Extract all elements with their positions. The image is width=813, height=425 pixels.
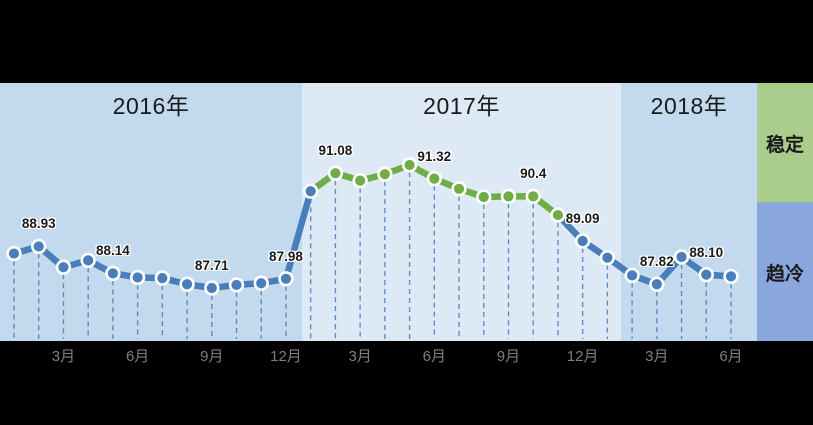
status-band-0: 稳定 <box>757 83 813 202</box>
x-axis: 3月 6月 9月 12月 3月 6月 9月 12月 3月 6月 <box>0 345 813 385</box>
data-point-label: 91.08 <box>318 143 353 159</box>
data-point-label: 87.98 <box>269 248 303 264</box>
x-tick-label: 6月 <box>125 348 150 365</box>
data-point-label: 88.14 <box>95 243 130 259</box>
data-point-markers <box>6 157 739 296</box>
status-band-label: 稳定 <box>765 134 804 156</box>
x-tick-label: 12月 <box>270 348 302 365</box>
year-band-2016: 2016年 <box>0 83 302 341</box>
x-tick-label: 3月 <box>348 348 372 365</box>
year-band-2017: 2017年 <box>302 83 621 341</box>
data-point-label: 87.82 <box>639 254 674 270</box>
year-label: 2016年 <box>112 93 190 119</box>
plot-area: 2016年 2017年 2018年 稳定趋冷 88.93 88.14 87.71 87.9… <box>0 83 813 341</box>
line-chart-svg <box>6 157 739 339</box>
data-point-label: 88.10 <box>689 244 724 260</box>
year-label: 2018年 <box>650 93 728 119</box>
x-tick-label: 6月 <box>422 348 446 365</box>
status-band-1: 趋冷 <box>757 202 813 341</box>
data-point-label: 88.93 <box>21 216 56 232</box>
drop-lines <box>13 171 732 339</box>
x-tick-label: 9月 <box>200 348 224 365</box>
data-point-label: 91.32 <box>417 148 452 164</box>
data-point-label: 87.71 <box>194 257 229 273</box>
x-tick-label: 12月 <box>566 348 599 365</box>
x-tick-label: 3月 <box>645 348 669 365</box>
line-series <box>10 161 735 292</box>
year-label: 2017年 <box>423 93 500 119</box>
data-point-label: 89.09 <box>565 210 600 226</box>
status-band-label: 趋冷 <box>765 263 804 285</box>
year-band-2018: 2018年 <box>621 83 757 341</box>
x-tick-label: 3月 <box>51 348 76 365</box>
x-tick-label: 6月 <box>719 348 743 365</box>
data-point-label: 90.4 <box>520 166 547 182</box>
x-tick-label: 9月 <box>496 348 521 365</box>
